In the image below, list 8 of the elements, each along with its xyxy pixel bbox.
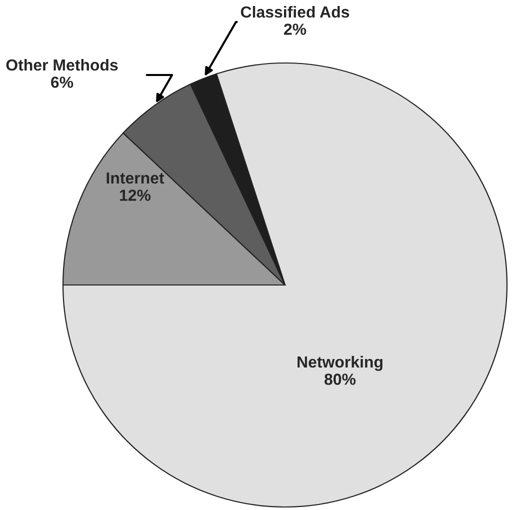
slice-label: Networking xyxy=(298,356,382,371)
slice-label: Other Methods xyxy=(6,58,118,71)
data-label: 6% xyxy=(51,76,74,88)
slice-label: Internet xyxy=(106,172,164,184)
data-label: 2% xyxy=(284,24,306,35)
data-label: 12% xyxy=(120,190,151,201)
data-label: 80% xyxy=(324,374,356,385)
slice-label: Classified Ads xyxy=(240,6,350,18)
